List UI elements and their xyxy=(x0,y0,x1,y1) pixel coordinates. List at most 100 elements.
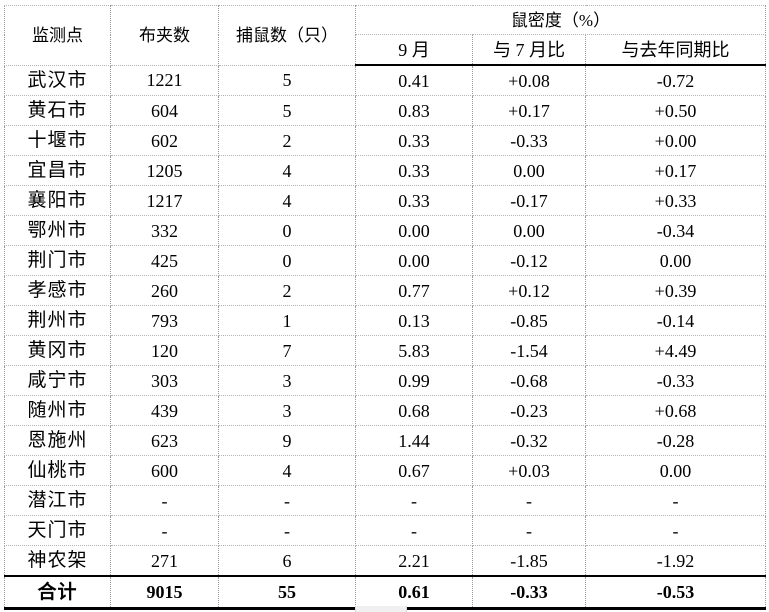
cell-caught: 0 xyxy=(218,215,356,246)
cell-month: 0.41 xyxy=(355,64,473,96)
cell-traps: 602 xyxy=(110,125,219,156)
cell-vs-last-year: -0.53 xyxy=(585,575,766,610)
column-header-month: 9 月 xyxy=(355,34,473,66)
cell-month: 2.21 xyxy=(355,545,473,577)
table-row: 黄石市 604 5 0.83 +0.17 +0.50 xyxy=(4,95,766,126)
cell-month: 0.13 xyxy=(355,305,473,336)
cell-month: 0.77 xyxy=(355,275,473,306)
cell-site: 荆州市 xyxy=(4,305,111,336)
cell-vs-last-year: +0.50 xyxy=(585,95,766,126)
cell-vs-last-year: - xyxy=(585,485,766,516)
cell-vs-july: - xyxy=(472,515,586,546)
cell-traps: - xyxy=(110,485,219,516)
cell-traps: 303 xyxy=(110,365,219,396)
cell-site: 鄂州市 xyxy=(4,215,111,246)
cell-vs-july: 0.00 xyxy=(472,155,586,186)
cell-month: 0.99 xyxy=(355,365,473,396)
cell-month: - xyxy=(355,485,473,516)
cell-traps: 439 xyxy=(110,395,219,426)
cell-traps: 260 xyxy=(110,275,219,306)
cell-vs-july: +0.12 xyxy=(472,275,586,306)
cell-site: 合计 xyxy=(4,575,111,610)
cell-vs-last-year: - xyxy=(585,515,766,546)
table-row: 孝感市 260 2 0.77 +0.12 +0.39 xyxy=(4,275,766,306)
cell-site: 孝感市 xyxy=(4,275,111,306)
cell-caught: 2 xyxy=(218,275,356,306)
table-row: 恩施州 623 9 1.44 -0.32 -0.28 xyxy=(4,425,766,456)
cell-vs-last-year: +0.68 xyxy=(585,395,766,426)
cell-vs-july: +0.08 xyxy=(472,64,586,96)
column-header-traps: 布夹数 xyxy=(110,5,219,66)
table-row: 宜昌市 1205 4 0.33 0.00 +0.17 xyxy=(4,155,766,186)
cell-traps: 120 xyxy=(110,335,219,366)
cell-month: 5.83 xyxy=(355,335,473,366)
table-row: 神农架 271 6 2.21 -1.85 -1.92 xyxy=(4,545,766,577)
cell-month: - xyxy=(355,515,473,546)
cell-caught: 4 xyxy=(218,155,356,186)
cell-vs-last-year: +0.39 xyxy=(585,275,766,306)
cell-vs-last-year: -0.14 xyxy=(585,305,766,336)
cell-month: 0.00 xyxy=(355,245,473,276)
cell-site: 随州市 xyxy=(4,395,111,426)
table-sheet: 监测点 布夹数 捕鼠数（只） 鼠密度（%） 9 月 与 7 月比 与去年同期比 … xyxy=(0,5,769,612)
header-row-sub: 9 月 与 7 月比 与去年同期比 xyxy=(5,34,766,66)
cell-caught: 4 xyxy=(218,185,356,216)
cell-traps: 600 xyxy=(110,455,219,486)
cell-site: 武汉市 xyxy=(4,64,111,96)
table-row: 仙桃市 600 4 0.67 +0.03 0.00 xyxy=(4,455,766,486)
cell-vs-july: -1.85 xyxy=(472,545,586,577)
cell-vs-july: -0.12 xyxy=(472,245,586,276)
table-row: 黄冈市 120 7 5.83 -1.54 +4.49 xyxy=(4,335,766,366)
cell-vs-july: - xyxy=(472,485,586,516)
cell-site: 荆门市 xyxy=(4,245,111,276)
cell-site: 宜昌市 xyxy=(4,155,111,186)
cell-site: 天门市 xyxy=(4,515,111,546)
cell-site: 十堰市 xyxy=(4,125,111,156)
column-header-density-group: 鼠密度（%） xyxy=(355,5,766,35)
cell-site: 恩施州 xyxy=(4,425,111,456)
cell-vs-last-year: +4.49 xyxy=(585,335,766,366)
cell-vs-last-year: 0.00 xyxy=(585,245,766,276)
cell-traps: - xyxy=(110,515,219,546)
cell-caught: - xyxy=(218,515,356,546)
cell-caught: 3 xyxy=(218,395,356,426)
header-row-main: 监测点 布夹数 捕鼠数（只） 鼠密度（%） xyxy=(4,5,766,66)
table-row: 荆门市 425 0 0.00 -0.12 0.00 xyxy=(4,245,766,276)
table-row: 武汉市 1221 5 0.41 +0.08 -0.72 xyxy=(4,64,766,96)
column-header-vs-july: 与 7 月比 xyxy=(472,34,586,66)
cell-month: 0.68 xyxy=(355,395,473,426)
cell-month: 1.44 xyxy=(355,425,473,456)
cell-vs-july: 0.00 xyxy=(472,215,586,246)
cell-site: 咸宁市 xyxy=(4,365,111,396)
table-row: 咸宁市 303 3 0.99 -0.68 -0.33 xyxy=(4,365,766,396)
cell-traps: 1221 xyxy=(110,64,219,96)
cell-vs-july: +0.17 xyxy=(472,95,586,126)
cell-vs-july: -0.32 xyxy=(472,425,586,456)
column-header-vs-last-year: 与去年同期比 xyxy=(585,34,766,66)
column-header-caught: 捕鼠数（只） xyxy=(218,5,356,66)
cell-traps: 9015 xyxy=(110,575,219,610)
column-header-site: 监测点 xyxy=(4,5,111,66)
cell-site: 黄冈市 xyxy=(4,335,111,366)
cell-vs-july: -0.85 xyxy=(472,305,586,336)
cell-vs-july: -0.33 xyxy=(472,125,586,156)
cell-caught: 4 xyxy=(218,455,356,486)
cell-month: 0.33 xyxy=(355,155,473,186)
cell-month: 0.33 xyxy=(355,185,473,216)
cell-vs-last-year: -0.33 xyxy=(585,365,766,396)
table-row: 鄂州市 332 0 0.00 0.00 -0.34 xyxy=(4,215,766,246)
cell-month: 0.00 xyxy=(355,215,473,246)
table-row: 襄阳市 1217 4 0.33 -0.17 +0.33 xyxy=(4,185,766,216)
cell-traps: 623 xyxy=(110,425,219,456)
table-row: 天门市 - - - - - xyxy=(4,515,766,546)
cell-site: 神农架 xyxy=(4,545,111,577)
cell-vs-last-year: 0.00 xyxy=(585,455,766,486)
table-head: 监测点 布夹数 捕鼠数（只） 鼠密度（%） 9 月 与 7 月比 与去年同期比 xyxy=(4,5,766,66)
cell-caught: 5 xyxy=(218,64,356,96)
cell-caught: 5 xyxy=(218,95,356,126)
cell-vs-last-year: -0.34 xyxy=(585,215,766,246)
cell-site: 仙桃市 xyxy=(4,455,111,486)
cell-caught: 55 xyxy=(218,575,356,610)
cell-month: 0.61 xyxy=(355,575,473,610)
cell-vs-july: -1.54 xyxy=(472,335,586,366)
